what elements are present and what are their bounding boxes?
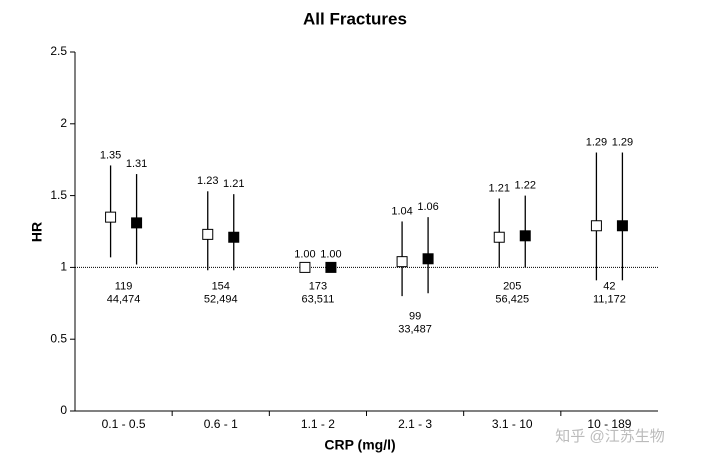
annotation: 99 (409, 310, 421, 322)
annotation: 154 (212, 280, 230, 292)
point (590, 220, 602, 232)
value-label: 1.04 (391, 205, 412, 217)
value-label: 1.21 (223, 178, 244, 190)
value-label: 1.23 (197, 175, 218, 187)
y-tick-label: 1 (60, 260, 67, 274)
chart-title: All Fractures (303, 9, 407, 28)
point (299, 261, 311, 273)
y-tick-label: 2 (60, 116, 67, 130)
x-tick-label: 0.1 - 0.5 (102, 417, 146, 431)
x-axis-label: CRP (mg/l) (324, 437, 395, 453)
y-tick-label: 0 (60, 403, 67, 417)
x-tick-label: 1.1 - 2 (301, 417, 335, 431)
value-label: 1.29 (612, 136, 633, 148)
x-tick-label: 2.1 - 3 (398, 417, 432, 431)
watermark: 知乎 @江苏生物 (555, 428, 664, 445)
point (493, 231, 505, 243)
annotation: 63,511 (302, 293, 335, 305)
point (519, 230, 531, 242)
value-label: 1.21 (489, 182, 510, 194)
y-tick-label: 0.5 (50, 331, 67, 345)
value-label: 1.31 (126, 158, 147, 170)
annotation: 52,494 (204, 293, 238, 305)
annotation: 42 (603, 280, 615, 292)
annotation: 205 (503, 280, 521, 292)
point (131, 217, 143, 229)
value-label: 1.00 (294, 248, 315, 260)
point (202, 228, 214, 240)
point (228, 231, 240, 243)
point (422, 253, 434, 265)
annotation: 56,425 (495, 293, 529, 305)
point (616, 220, 628, 232)
y-tick-label: 2.5 (50, 44, 67, 58)
annotation: 33,487 (398, 323, 432, 335)
y-tick-label: 1.5 (50, 188, 67, 202)
value-label: 1.22 (515, 180, 536, 192)
y-axis-label: HR (29, 222, 45, 242)
value-label: 1.00 (320, 248, 341, 260)
point (396, 256, 408, 268)
value-label: 1.29 (586, 136, 607, 148)
x-tick-label: 10 - 189 (587, 417, 631, 431)
value-label: 1.35 (100, 149, 121, 161)
point (105, 211, 117, 223)
annotation: 11,172 (593, 293, 626, 305)
x-tick-label: 0.6 - 1 (204, 417, 238, 431)
x-tick-label: 3.1 - 10 (492, 417, 533, 431)
point (325, 261, 337, 273)
annotation: 173 (309, 280, 327, 292)
annotation: 44,474 (107, 293, 141, 305)
value-label: 1.06 (417, 201, 438, 213)
annotation: 119 (115, 280, 133, 292)
